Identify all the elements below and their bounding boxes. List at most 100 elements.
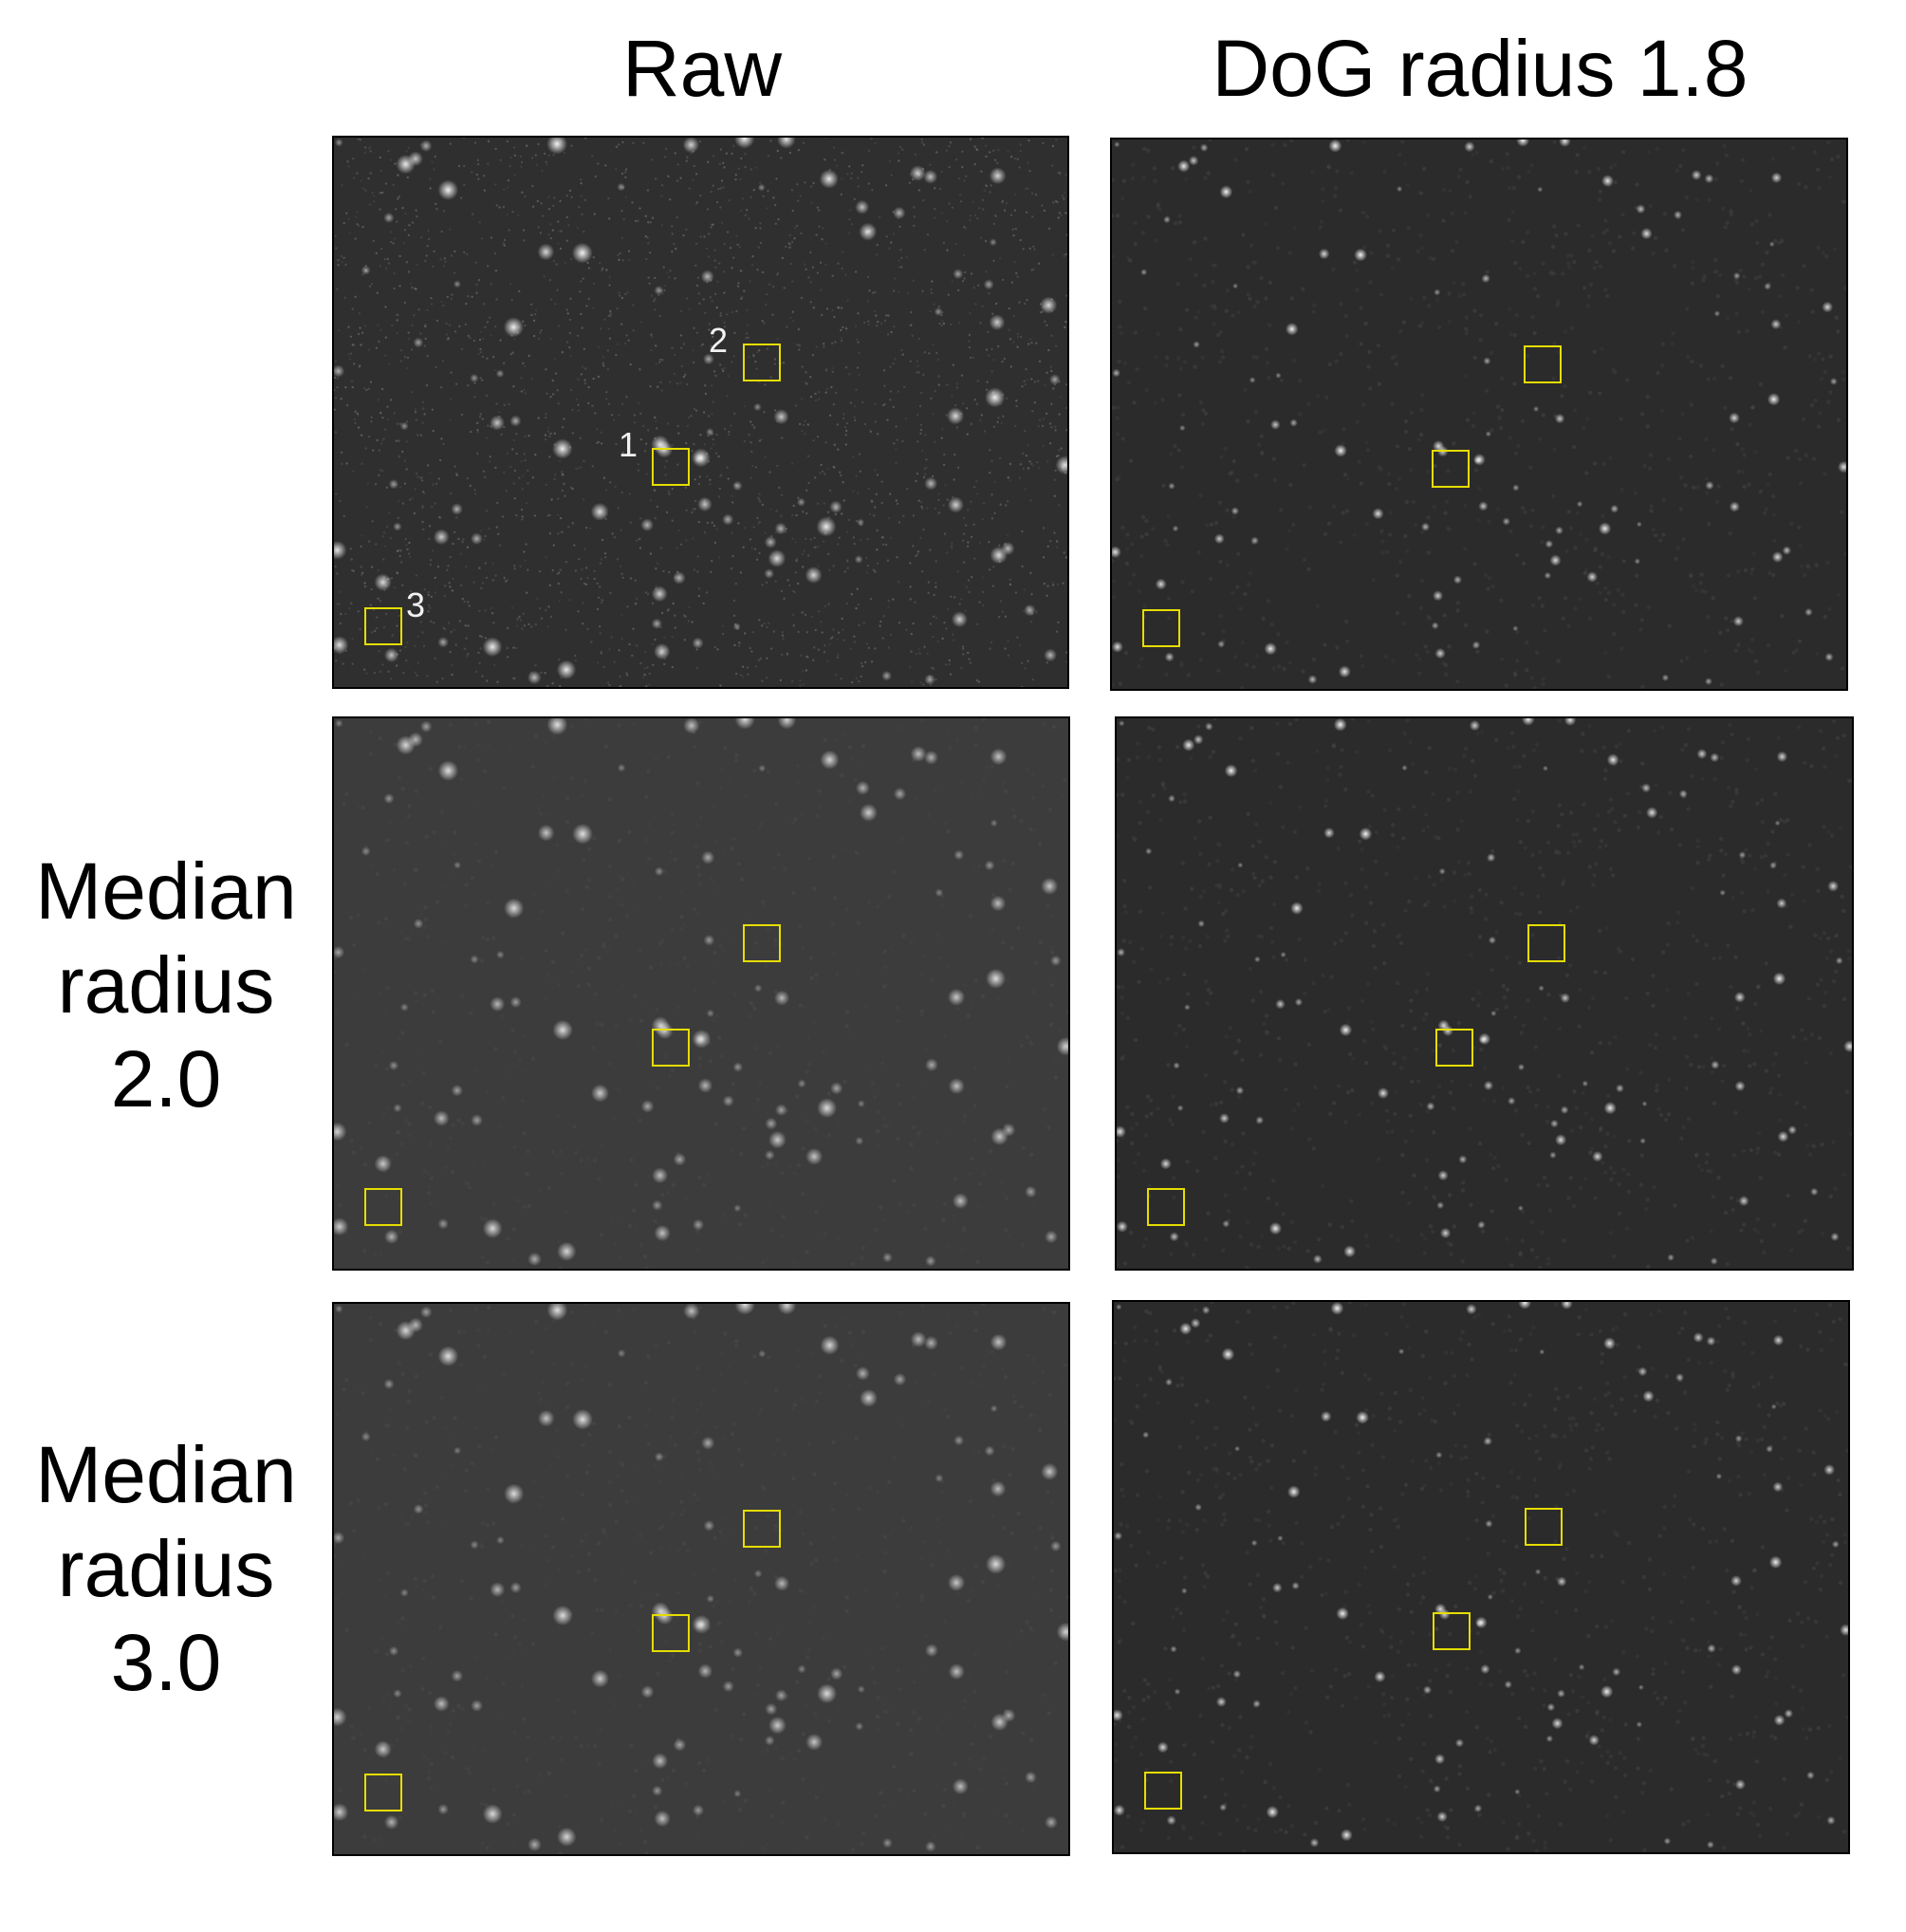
- noise-grain: [851, 681, 853, 683]
- noise-grain: [992, 359, 994, 361]
- noise-grain: [550, 338, 552, 340]
- noise-grain: [951, 542, 953, 544]
- noise-grain: [619, 676, 620, 678]
- noise-grain: [879, 621, 881, 622]
- noise-grain: [396, 664, 398, 666]
- noise-grain: [444, 595, 446, 597]
- noise-grain: [827, 511, 829, 513]
- noise-grain: [723, 291, 725, 293]
- noise-grain: [762, 195, 764, 197]
- panel-dog-raw: [1110, 138, 1848, 691]
- noise-grain: [378, 474, 379, 476]
- noise-grain: [390, 537, 392, 539]
- noise-grain: [756, 1097, 760, 1101]
- noise-grain: [407, 176, 409, 178]
- noise-grain: [1181, 862, 1185, 865]
- noise-grain: [1513, 673, 1517, 677]
- noise-grain: [1026, 455, 1027, 456]
- fluorescent-spot: [1112, 369, 1120, 378]
- noise-grain: [557, 983, 561, 987]
- noise-grain: [375, 543, 377, 545]
- noise-grain: [916, 1234, 919, 1237]
- noise-grain: [713, 840, 717, 844]
- noise-grain: [762, 271, 764, 273]
- noise-grain: [969, 219, 971, 221]
- noise-grain: [1501, 167, 1505, 171]
- noise-grain: [1472, 562, 1476, 566]
- noise-grain: [742, 666, 744, 668]
- noise-grain: [840, 337, 842, 339]
- noise-grain: [398, 255, 400, 257]
- noise-grain: [989, 647, 990, 649]
- noise-grain: [473, 582, 475, 584]
- noise-grain: [842, 618, 843, 620]
- noise-grain: [855, 389, 857, 391]
- noise-grain: [361, 179, 362, 181]
- noise-grain: [370, 420, 372, 422]
- fluorescent-spot: [1486, 431, 1491, 437]
- noise-grain: [561, 531, 563, 533]
- noise-grain: [1706, 615, 1710, 619]
- noise-grain: [1558, 719, 1562, 723]
- fluorescent-spot: [723, 1095, 734, 1106]
- noise-grain: [960, 667, 962, 669]
- noise-grain: [1052, 582, 1054, 584]
- noise-grain: [731, 501, 733, 503]
- noise-grain: [491, 1202, 495, 1206]
- noise-grain: [722, 162, 724, 164]
- noise-grain: [544, 672, 546, 674]
- noise-grain: [820, 464, 822, 466]
- noise-grain: [531, 157, 533, 158]
- noise-grain: [497, 533, 499, 535]
- noise-grain: [1019, 166, 1021, 168]
- noise-grain: [1310, 171, 1314, 175]
- noise-grain: [912, 1125, 916, 1129]
- noise-grain: [700, 235, 702, 237]
- noise-grain: [1621, 610, 1625, 614]
- noise-grain: [357, 211, 359, 213]
- fluorescent-spot: [753, 403, 762, 412]
- fluorescent-spot: [361, 266, 371, 275]
- noise-grain: [1176, 356, 1180, 360]
- noise-grain: [1500, 377, 1504, 381]
- noise-grain: [1316, 394, 1320, 398]
- noise-grain: [1708, 198, 1712, 202]
- noise-grain: [524, 624, 526, 626]
- noise-grain: [832, 275, 834, 277]
- noise-grain: [1009, 584, 1011, 585]
- noise-grain: [1777, 1073, 1781, 1077]
- noise-grain: [1666, 921, 1670, 925]
- noise-grain: [737, 522, 739, 524]
- noise-grain: [440, 810, 444, 814]
- noise-grain: [621, 297, 623, 299]
- noise-grain: [449, 419, 451, 421]
- noise-grain: [799, 344, 801, 346]
- noise-grain: [601, 942, 605, 946]
- noise-grain: [846, 422, 848, 424]
- noise-grain: [571, 409, 573, 411]
- noise-grain: [813, 646, 815, 648]
- noise-grain: [864, 423, 866, 425]
- noise-grain: [827, 468, 829, 470]
- noise-grain: [578, 558, 580, 560]
- noise-grain: [494, 252, 496, 254]
- noise-grain: [645, 591, 647, 593]
- fluorescent-spot: [453, 280, 461, 288]
- noise-grain: [1823, 931, 1826, 935]
- noise-grain: [750, 168, 752, 170]
- noise-grain: [485, 1260, 489, 1264]
- noise-grain: [1740, 447, 1744, 451]
- noise-grain: [499, 339, 501, 341]
- noise-grain: [738, 1222, 742, 1226]
- noise-grain: [353, 999, 357, 1003]
- noise-grain: [1536, 894, 1540, 898]
- noise-grain: [1004, 210, 1006, 212]
- fluorescent-spot: [490, 416, 505, 431]
- noise-grain: [828, 569, 830, 571]
- noise-grain: [487, 720, 490, 724]
- noise-grain: [647, 857, 651, 861]
- noise-grain: [941, 428, 943, 430]
- noise-grain: [943, 464, 945, 466]
- noise-grain: [901, 149, 903, 151]
- noise-grain: [1246, 265, 1249, 269]
